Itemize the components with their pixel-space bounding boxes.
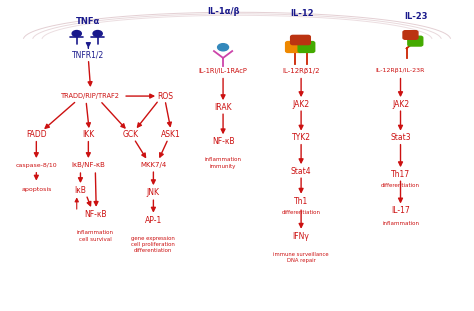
Text: IL-1RI/IL-1RAcP: IL-1RI/IL-1RAcP: [199, 68, 247, 74]
Circle shape: [218, 44, 228, 51]
FancyBboxPatch shape: [286, 42, 302, 53]
Text: Stat4: Stat4: [291, 167, 311, 176]
Circle shape: [72, 30, 82, 37]
FancyBboxPatch shape: [403, 31, 418, 39]
Text: IκB: IκB: [74, 186, 86, 195]
Text: differentiation: differentiation: [134, 248, 173, 253]
Text: AP-1: AP-1: [145, 216, 162, 225]
Text: DNA repair: DNA repair: [287, 258, 316, 263]
Text: NF-κB: NF-κB: [84, 211, 107, 220]
Text: differentiation: differentiation: [381, 183, 420, 188]
Text: IKK: IKK: [82, 130, 94, 139]
Text: Th1: Th1: [294, 197, 308, 206]
Text: IL-1α/β: IL-1α/β: [207, 7, 239, 16]
Circle shape: [93, 30, 102, 37]
Text: JAK2: JAK2: [392, 100, 409, 109]
Text: inflammation: inflammation: [77, 230, 114, 235]
Text: MKK7/4: MKK7/4: [140, 162, 166, 168]
Text: IFNγ: IFNγ: [292, 232, 310, 241]
Text: IL-12Rβ1/IL-23R: IL-12Rβ1/IL-23R: [376, 68, 425, 73]
Text: gene expression: gene expression: [131, 236, 175, 241]
Text: inflammation: inflammation: [382, 221, 419, 226]
Text: IκB/NF-κB: IκB/NF-κB: [72, 162, 105, 168]
Text: IRAK: IRAK: [214, 103, 232, 112]
Text: GCK: GCK: [123, 130, 139, 139]
Text: ASK1: ASK1: [161, 130, 181, 139]
Text: caspase-8/10: caspase-8/10: [16, 163, 57, 168]
Text: cell proliferation: cell proliferation: [131, 242, 175, 247]
Text: JNK: JNK: [147, 188, 160, 197]
Text: TYK2: TYK2: [292, 133, 310, 142]
Text: JAK2: JAK2: [292, 100, 310, 109]
Text: Th17: Th17: [391, 170, 410, 179]
Text: IL-23: IL-23: [404, 12, 428, 21]
Text: IL-17: IL-17: [391, 207, 410, 216]
Text: Stat3: Stat3: [390, 133, 411, 142]
Text: TRADD/RIP/TRAF2: TRADD/RIP/TRAF2: [61, 93, 120, 99]
FancyBboxPatch shape: [291, 35, 310, 44]
Text: inflammation: inflammation: [205, 157, 242, 162]
Text: TNFα: TNFα: [76, 17, 100, 26]
Text: apoptosis: apoptosis: [21, 187, 52, 192]
Text: immune surveillance: immune surveillance: [273, 252, 329, 257]
Text: NF-κB: NF-κB: [212, 137, 234, 146]
Text: IL-12Rβ1/2: IL-12Rβ1/2: [283, 68, 320, 74]
FancyBboxPatch shape: [408, 36, 423, 46]
Text: differentiation: differentiation: [282, 210, 320, 215]
FancyBboxPatch shape: [298, 42, 315, 53]
Text: FADD: FADD: [26, 130, 46, 139]
Text: ROS: ROS: [157, 91, 173, 100]
Text: immunity: immunity: [210, 164, 236, 169]
Text: TNFR1/2: TNFR1/2: [72, 50, 104, 59]
Text: cell survival: cell survival: [79, 237, 112, 242]
Text: IL-12: IL-12: [290, 9, 314, 18]
